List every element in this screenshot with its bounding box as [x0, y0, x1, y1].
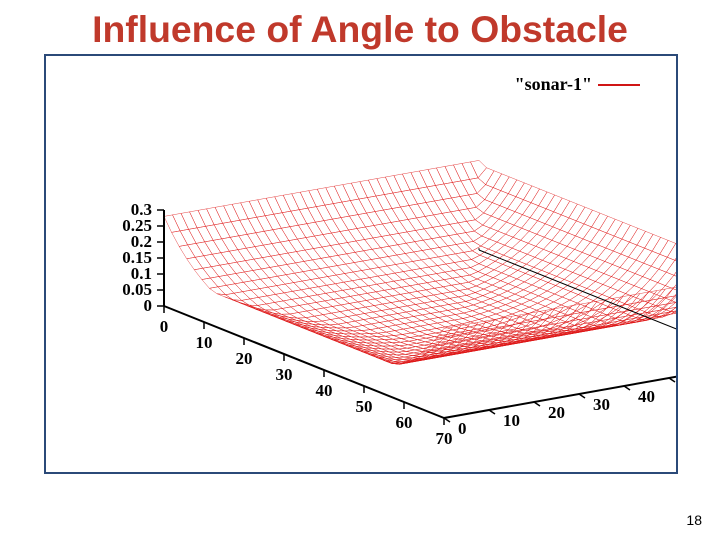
svg-text:30: 30 — [276, 365, 293, 384]
svg-text:10: 10 — [503, 411, 520, 430]
svg-text:20: 20 — [236, 349, 253, 368]
svg-text:0: 0 — [458, 419, 467, 438]
svg-text:30: 30 — [593, 395, 610, 414]
surface-plot: 0.30.250.20.150.10.050010203040506070010… — [46, 56, 676, 472]
svg-text:50: 50 — [356, 397, 373, 416]
legend-label: "sonar-1" — [515, 74, 592, 95]
legend-line — [598, 84, 640, 86]
svg-text:40: 40 — [316, 381, 333, 400]
svg-text:60: 60 — [396, 413, 413, 432]
slide: Influence of Angle to Obstacle "sonar-1"… — [0, 0, 720, 540]
svg-text:10: 10 — [196, 333, 213, 352]
slide-title: Influence of Angle to Obstacle — [0, 8, 720, 51]
page-number: 18 — [686, 512, 702, 528]
legend: "sonar-1" — [515, 74, 640, 95]
svg-text:40: 40 — [638, 387, 655, 406]
svg-text:20: 20 — [548, 403, 565, 422]
svg-text:0: 0 — [144, 296, 153, 315]
svg-text:70: 70 — [436, 429, 453, 448]
svg-text:0: 0 — [160, 317, 169, 336]
plot-frame: "sonar-1" 0.30.250.20.150.10.05001020304… — [44, 54, 678, 474]
